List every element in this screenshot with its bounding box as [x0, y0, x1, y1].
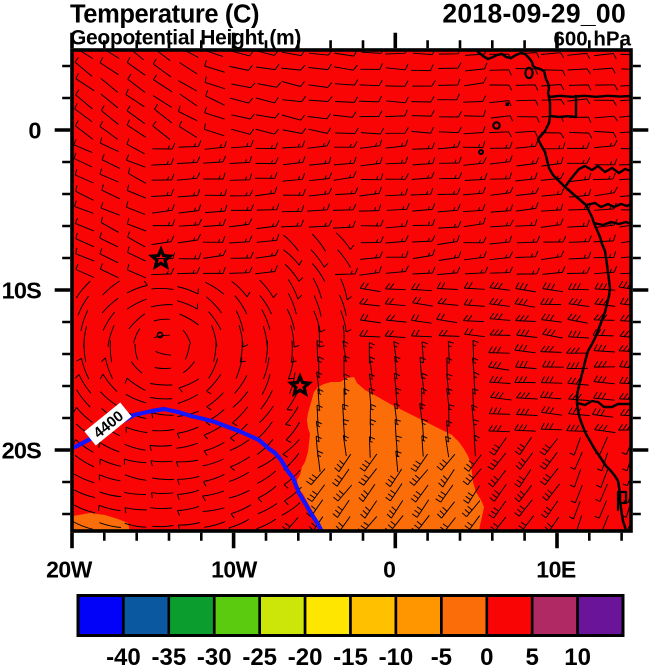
svg-text:Geopotential Height (m): Geopotential Height (m) — [70, 27, 301, 50]
svg-text:10: 10 — [564, 644, 591, 667]
svg-text:10S: 10S — [2, 278, 42, 304]
svg-text:20W: 20W — [46, 557, 93, 583]
svg-text:-25: -25 — [242, 644, 277, 667]
svg-text:-40: -40 — [106, 644, 141, 667]
svg-text:0: 0 — [383, 557, 396, 583]
svg-text:10E: 10E — [536, 557, 576, 583]
svg-text:0: 0 — [28, 118, 41, 144]
svg-text:5: 5 — [526, 644, 539, 667]
svg-text:600 hPa: 600 hPa — [554, 28, 632, 51]
svg-text:Temperature (C): Temperature (C) — [70, 1, 259, 29]
svg-text:-20: -20 — [288, 644, 323, 667]
svg-text:-10: -10 — [379, 644, 414, 667]
svg-text:0: 0 — [480, 644, 493, 667]
svg-text:-35: -35 — [151, 644, 186, 667]
svg-text:-15: -15 — [333, 644, 368, 667]
svg-text:20S: 20S — [2, 438, 42, 464]
svg-text:-5: -5 — [431, 644, 452, 667]
svg-text:10W: 10W — [211, 557, 258, 583]
svg-text:2018-09-29_00: 2018-09-29_00 — [442, 0, 626, 29]
svg-text:-30: -30 — [197, 644, 232, 667]
